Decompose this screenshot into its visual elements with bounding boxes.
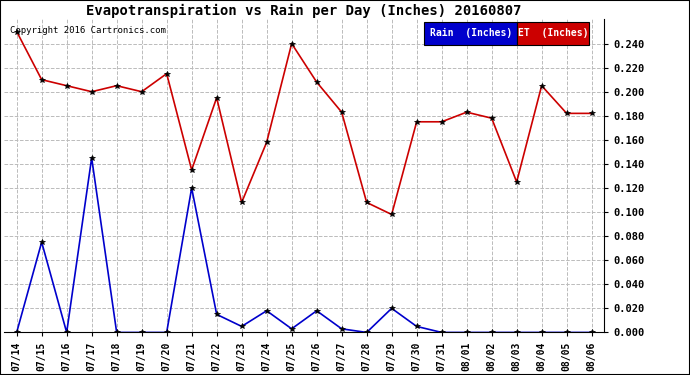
Text: Copyright 2016 Cartronics.com: Copyright 2016 Cartronics.com <box>10 26 166 35</box>
Title: Evapotranspiration vs Rain per Day (Inches) 20160807: Evapotranspiration vs Rain per Day (Inch… <box>86 4 522 18</box>
FancyBboxPatch shape <box>424 22 518 45</box>
FancyBboxPatch shape <box>518 22 589 45</box>
Text: Rain  (Inches): Rain (Inches) <box>430 28 512 38</box>
Text: ET  (Inches): ET (Inches) <box>518 28 589 38</box>
